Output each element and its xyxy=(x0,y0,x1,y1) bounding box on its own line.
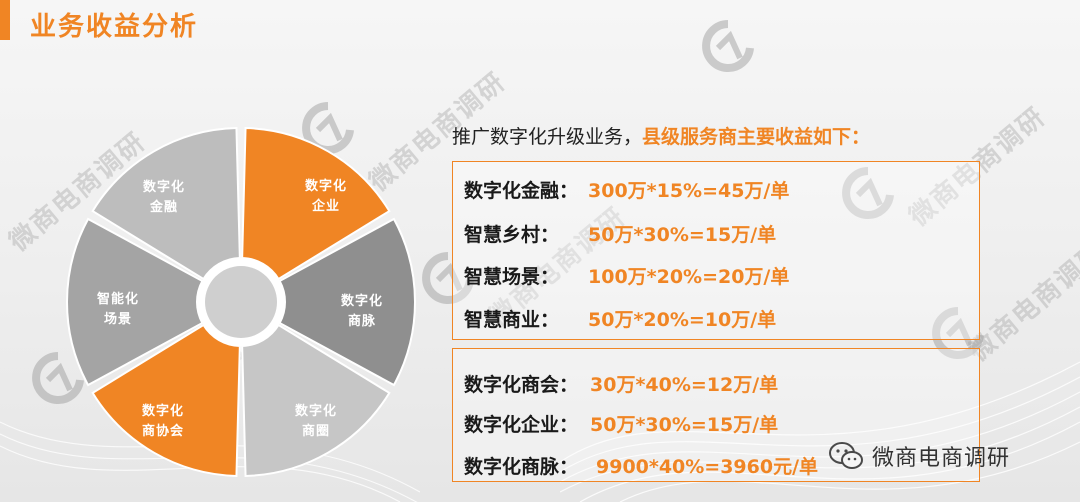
watermark-logo-icon xyxy=(842,167,894,219)
revenue-label: 智慧商业： xyxy=(464,309,560,331)
segment-label-line1: 数字化 xyxy=(141,404,184,419)
revenue-label: 智慧场景： xyxy=(464,266,560,288)
segment-label-digital-network: 数字化 商脉 xyxy=(322,292,402,332)
segment-label-line2: 商圈 xyxy=(301,424,330,439)
segment-label-line1: 智能化 xyxy=(96,292,139,307)
revenue-value: 9900*40%=3960元/单 xyxy=(596,456,819,478)
watermark-logo-icon xyxy=(32,352,84,404)
revenue-row: 数字化企业： 50万*30%=15万/单 xyxy=(464,410,778,437)
revenue-value: 300万*15%=45万/单 xyxy=(588,180,790,202)
segment-label-line2: 企业 xyxy=(311,199,340,214)
wave-decoration xyxy=(560,361,1080,502)
ring-center-inner xyxy=(205,266,277,338)
revenue-value: 50万*30%=15万/单 xyxy=(588,224,777,246)
revenue-row: 智慧商业： 50万*20%=10万/单 xyxy=(464,305,776,332)
segment-label-digital-enterprise: 数字化 企业 xyxy=(286,177,366,217)
segment-label-line2: 金融 xyxy=(149,200,178,215)
ring-segment xyxy=(278,217,416,387)
segment-label-digital-association: 数字化 商协会 xyxy=(123,402,203,442)
title-accent-bar xyxy=(0,0,10,40)
segment-label-line2: 商脉 xyxy=(347,314,376,329)
revenue-row: 数字化商会： 30万*40%=12万/单 xyxy=(464,370,778,397)
segment-label-line2: 场景 xyxy=(103,312,132,327)
revenue-row: 智慧乡村： 50万*30%=15万/单 xyxy=(464,220,776,247)
intro-highlight: 县级服务商主要收益如下： xyxy=(642,126,871,148)
revenue-row: 数字化金融： 300万*15%=45万/单 xyxy=(464,176,789,203)
segment-label-smart-scene: 智能化 场景 xyxy=(78,290,158,330)
revenue-label: 数字化商会： xyxy=(464,374,579,396)
segment-label-line1: 数字化 xyxy=(304,179,347,194)
revenue-value: 100万*20%=20万/单 xyxy=(588,266,790,288)
intro-text: 推广数字化升级业务，县级服务商主要收益如下： xyxy=(452,122,870,149)
watermark-logo-icon xyxy=(422,252,474,304)
revenue-value: 50万*30%=15万/单 xyxy=(590,414,779,436)
wechat-icon xyxy=(829,442,863,469)
segment-label-line1: 数字化 xyxy=(294,404,337,419)
wechat-account-name: 微商电商调研 xyxy=(872,446,1011,471)
watermark-logo-icon xyxy=(932,307,984,359)
page-title: 业务收益分析 xyxy=(30,12,199,42)
segment-label-line1: 数字化 xyxy=(142,180,185,195)
revenue-label: 智慧乡村： xyxy=(464,224,560,246)
revenue-value: 30万*40%=12万/单 xyxy=(590,374,779,396)
ring-segment xyxy=(66,217,204,387)
wechat-account-badge: 微商电商调研 xyxy=(828,440,1010,472)
revenue-group-2-box xyxy=(452,348,980,482)
segment-label-digital-finance: 数字化 金融 xyxy=(124,178,204,218)
revenue-row: 数字化商脉： 9900*40%=3960元/单 xyxy=(464,452,818,479)
watermark-logo-icon xyxy=(702,20,754,72)
intro-plain: 推广数字化升级业务， xyxy=(452,126,643,148)
ring-segment xyxy=(241,127,391,281)
revenue-label: 数字化金融： xyxy=(464,180,579,202)
revenue-group-1-box xyxy=(452,161,980,340)
ring-segment xyxy=(91,323,241,477)
revenue-label: 数字化企业： xyxy=(464,414,579,436)
revenue-row: 智慧场景： 100万*20%=20万/单 xyxy=(464,262,789,289)
segment-label-line1: 数字化 xyxy=(340,294,383,309)
revenue-value: 50万*20%=10万/单 xyxy=(588,309,777,331)
segment-label-digital-district: 数字化 商圈 xyxy=(276,402,356,442)
revenue-label: 数字化商脉： xyxy=(464,456,579,478)
segment-label-line2: 商协会 xyxy=(141,424,184,439)
